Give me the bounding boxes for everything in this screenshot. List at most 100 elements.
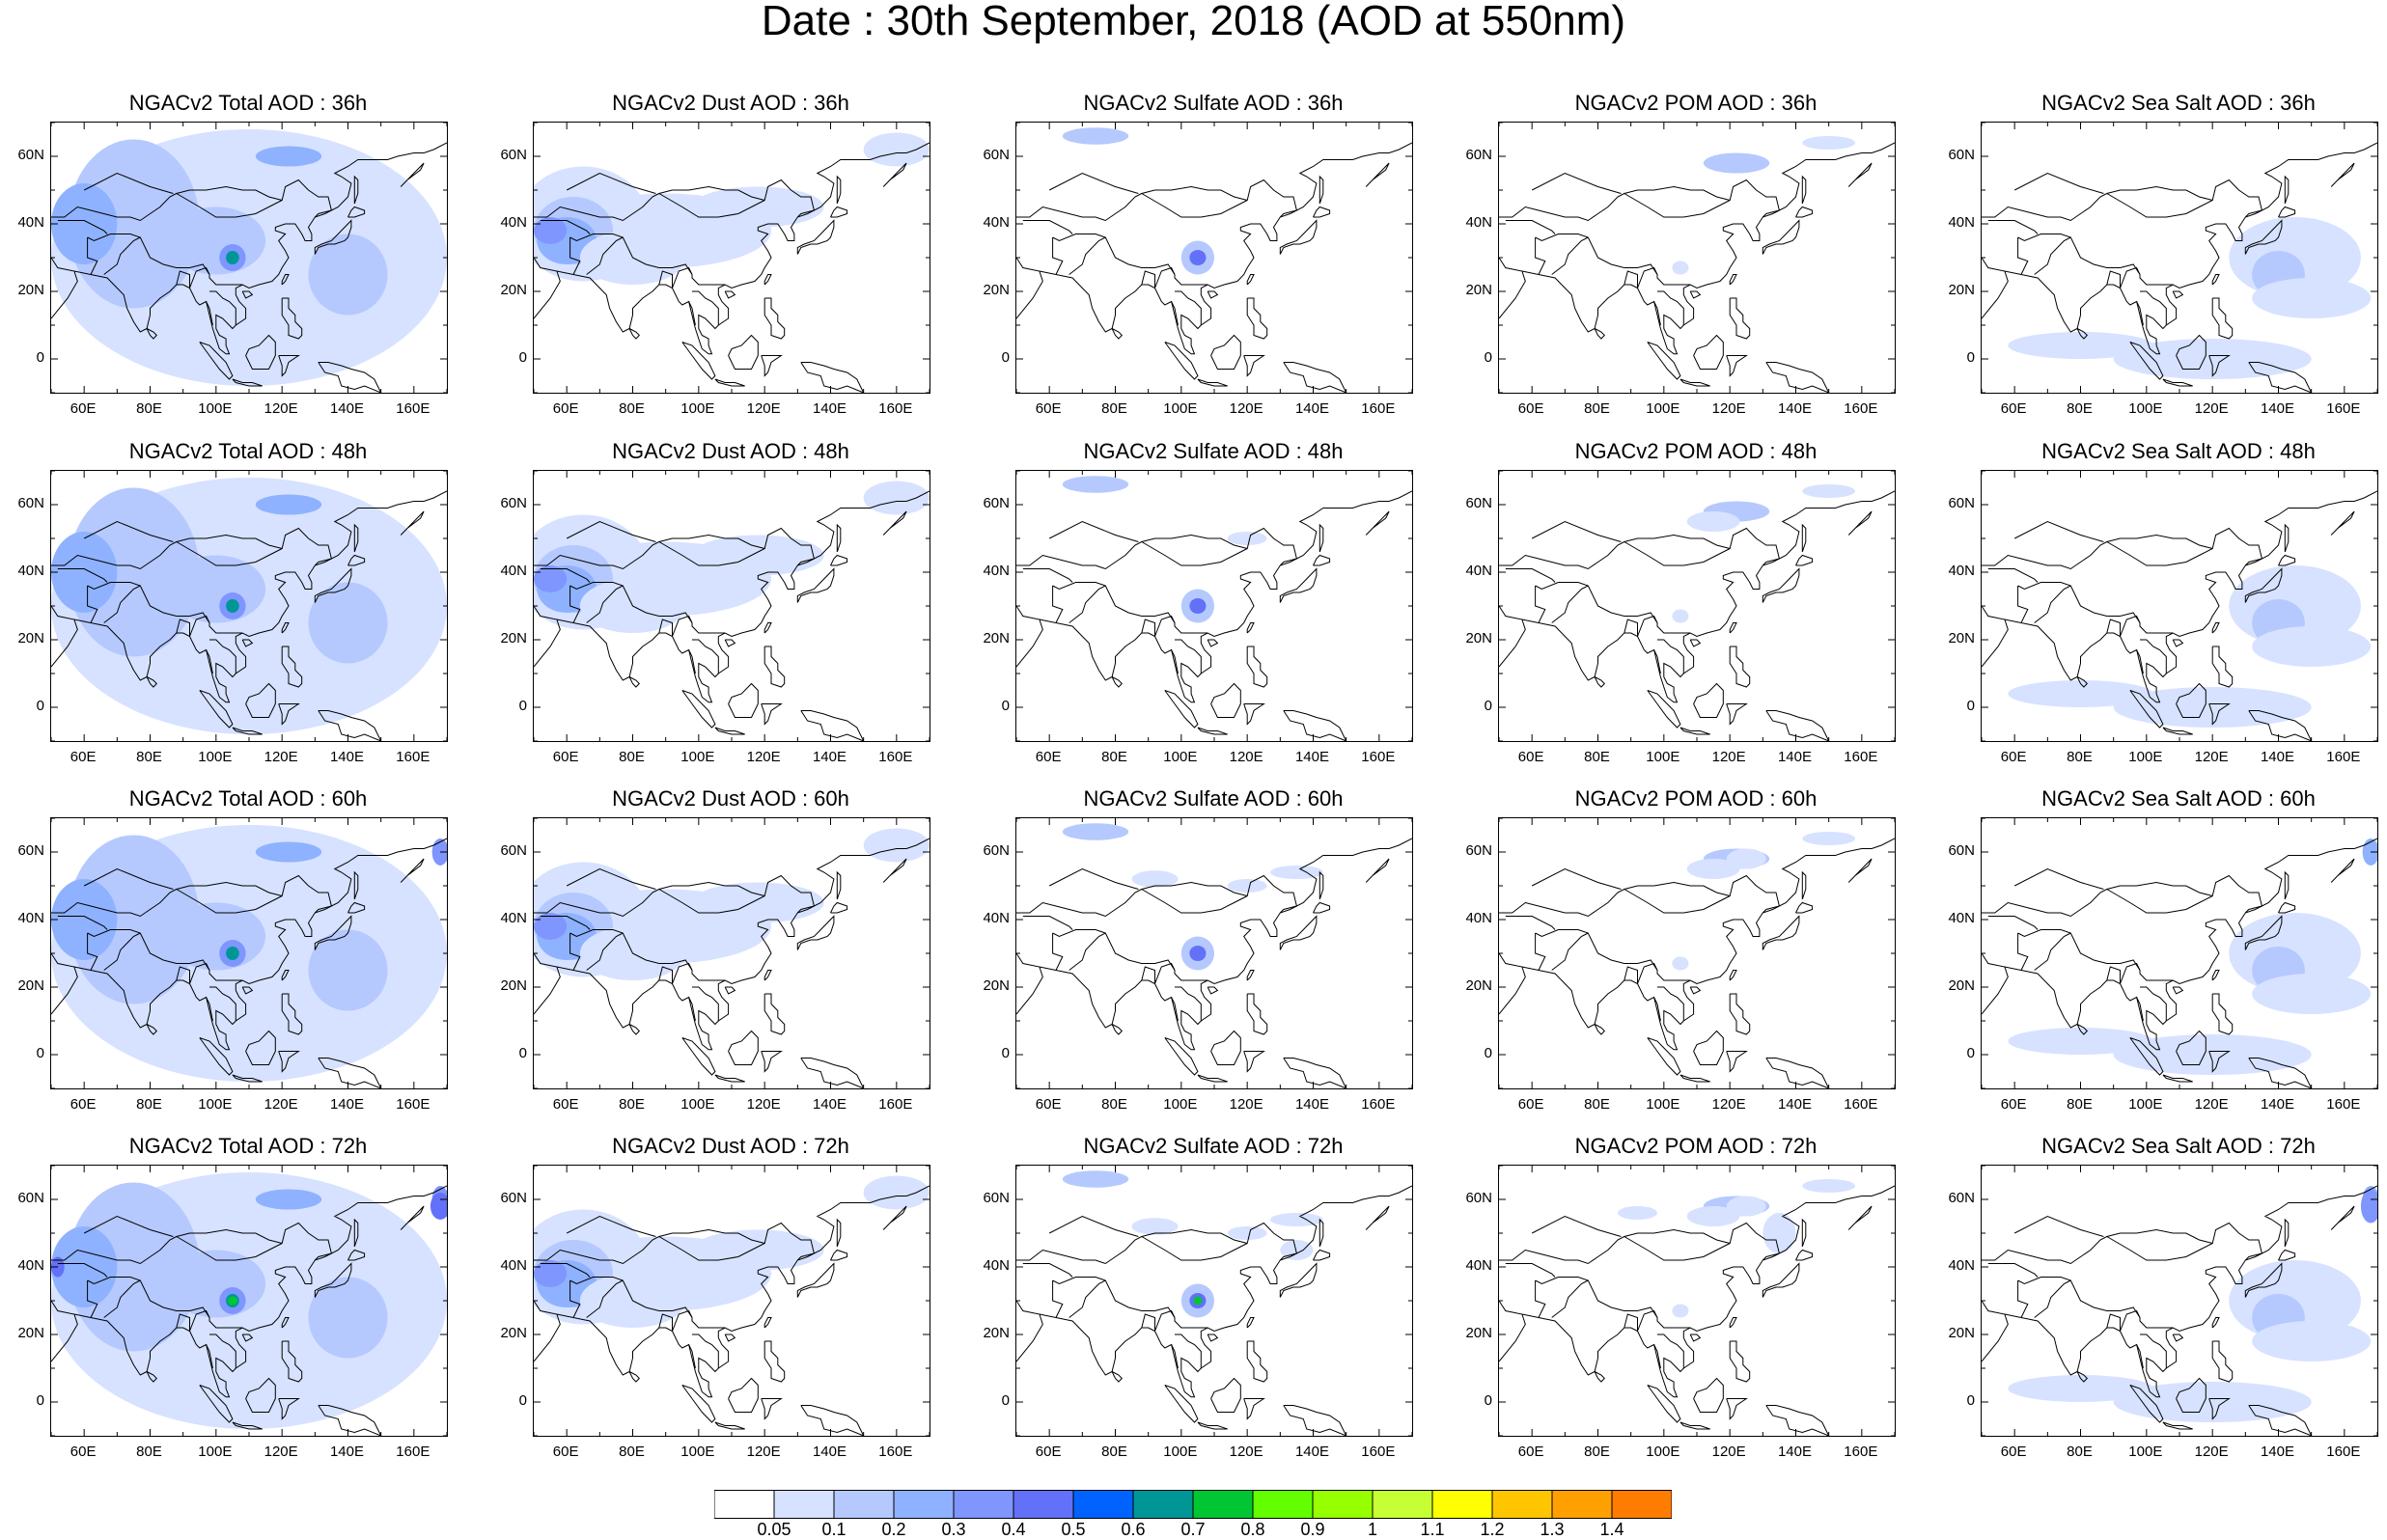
latitude-tick-label: 0	[1484, 1392, 1492, 1409]
latitude-tick-label: 60N	[1948, 1190, 1975, 1206]
aod-contour	[2113, 1382, 2312, 1422]
aod-contour	[2008, 680, 2153, 707]
colorbar-segment	[1252, 1490, 1314, 1519]
colorbar-segment	[833, 1490, 895, 1519]
colorbar-tick-label: 0.7	[1180, 1520, 1206, 1539]
aod-contour	[308, 1277, 388, 1359]
aod-map	[1016, 1166, 1412, 1436]
longitude-tick-label: 60E	[1035, 749, 1062, 765]
longitude-tick-label: 80E	[2067, 400, 2093, 417]
tick-marks	[1499, 471, 1895, 741]
map-plot-area	[1015, 817, 1413, 1089]
aod-contour	[2113, 1034, 2312, 1075]
map-plot-area	[1498, 1165, 1896, 1437]
aod-contour	[692, 1229, 824, 1271]
aod-map	[534, 123, 930, 393]
longitude-tick-label: 140E	[1777, 1444, 1813, 1460]
longitude-tick-label: 120E	[746, 749, 781, 765]
longitude-tick-label: 140E	[1777, 749, 1813, 765]
panel-title: NGACv2 Total AOD : 36h	[128, 91, 368, 115]
aod-field	[1618, 1179, 1855, 1318]
aod-map	[1016, 471, 1412, 741]
tick-marks	[534, 471, 930, 741]
longitude-tick-label: 160E	[396, 1444, 430, 1460]
aod-contour	[1062, 823, 1129, 840]
longitude-tick-label: 100E	[2128, 400, 2163, 417]
aod-contour	[1726, 1196, 1766, 1217]
aod-contour	[1686, 859, 1740, 879]
aod-map	[1016, 818, 1412, 1088]
longitude-tick-label: 80E	[1584, 749, 1610, 765]
longitude-tick-label: 140E	[812, 1096, 847, 1113]
longitude-tick-label: 60E	[1517, 1444, 1544, 1460]
panel-title: NGACv2 Dust AOD : 36h	[612, 91, 849, 115]
latitude-tick-label: 20N	[500, 630, 527, 646]
tick-marks	[1499, 1166, 1895, 1436]
longitude-tick-label: 80E	[619, 1444, 645, 1460]
colorbar	[713, 1490, 1673, 1519]
aod-field	[534, 481, 930, 633]
tick-marks	[534, 818, 930, 1088]
longitude-tick-label: 160E	[396, 749, 430, 765]
aod-contour	[1227, 532, 1267, 545]
panel-title: NGACv2 POM AOD : 60h	[1574, 786, 1818, 811]
colorbar-tick-label: 0.3	[941, 1520, 966, 1539]
map-plot-area	[1498, 470, 1896, 742]
map-plot-area	[533, 122, 930, 394]
latitude-tick-label: 60N	[17, 147, 44, 163]
colorbar-segment	[1372, 1490, 1433, 1519]
latitude-tick-label: 60N	[500, 842, 527, 859]
longitude-tick-label: 160E	[1361, 400, 1396, 417]
longitude-tick-label: 80E	[136, 1444, 162, 1460]
map-plot-area	[1981, 122, 2378, 394]
panel-title: NGACv2 POM AOD : 72h	[1574, 1134, 1818, 1158]
coastlines	[1016, 838, 1412, 1088]
longitude-tick-label: 60E	[69, 1096, 97, 1113]
colorbar-tick-label: 1.3	[1540, 1520, 1565, 1539]
latitude-tick-label: 0	[518, 1392, 527, 1409]
longitude-tick-label: 140E	[1777, 1096, 1813, 1113]
longitude-tick-label: 120E	[1711, 1096, 1746, 1113]
map-plot-area	[50, 1165, 448, 1437]
map-plot-area	[1498, 817, 1896, 1089]
aod-contour	[2113, 687, 2312, 728]
latitude-tick-label: 40N	[1948, 563, 1975, 579]
latitude-tick-label: 0	[1966, 1045, 1975, 1061]
longitude-tick-label: 60E	[552, 1096, 579, 1113]
longitude-tick-label: 120E	[1229, 400, 1263, 417]
latitude-tick-label: 40N	[17, 1257, 44, 1274]
colorbar-segment	[1312, 1490, 1374, 1519]
aod-contour	[863, 828, 930, 863]
aod-field	[51, 1172, 447, 1429]
colorbar-segment	[713, 1490, 775, 1519]
aod-contour	[1686, 511, 1740, 532]
latitude-tick-label: 20N	[17, 1325, 44, 1341]
longitude-tick-label: 80E	[1101, 400, 1127, 417]
latitude-tick-label: 20N	[1465, 282, 1492, 298]
longitude-tick-label: 100E	[1646, 400, 1680, 417]
longitude-tick-label: 120E	[1229, 749, 1263, 765]
panel-title: NGACv2 Total AOD : 72h	[128, 1134, 368, 1158]
coastlines	[1016, 142, 1412, 393]
aod-contour	[2252, 278, 2372, 318]
latitude-tick-label: 60N	[983, 842, 1010, 859]
longitude-tick-label: 80E	[1584, 1444, 1610, 1460]
aod-contour	[2252, 626, 2372, 667]
coastlines	[51, 490, 447, 741]
panel-title: NGACv2 Sea Salt AOD : 60h	[2041, 786, 2316, 811]
longitude-tick-label: 60E	[69, 1444, 97, 1460]
latitude-tick-label: 40N	[17, 910, 44, 926]
aod-contour	[2008, 332, 2153, 359]
coastlines	[534, 1185, 930, 1436]
latitude-tick-label: 40N	[500, 563, 527, 579]
map-panel: NGACv2 Sulfate AOD : 60h 60N 40N 20N 0 60E 80E…	[983, 786, 1413, 1116]
longitude-tick-label: 100E	[1646, 1444, 1680, 1460]
tick-marks	[1016, 123, 1412, 393]
aod-contour	[534, 565, 568, 592]
colorbar-tick-label: 0.1	[821, 1520, 847, 1539]
map-panel: NGACv2 Sea Salt AOD : 72h 60N 40N 20N 0 60E 80…	[1948, 1134, 2378, 1464]
longitude-tick-label: 140E	[329, 1096, 365, 1113]
latitude-tick-label: 20N	[983, 977, 1010, 994]
aod-contour	[1762, 1213, 1796, 1253]
colorbar-segment	[1013, 1490, 1074, 1519]
